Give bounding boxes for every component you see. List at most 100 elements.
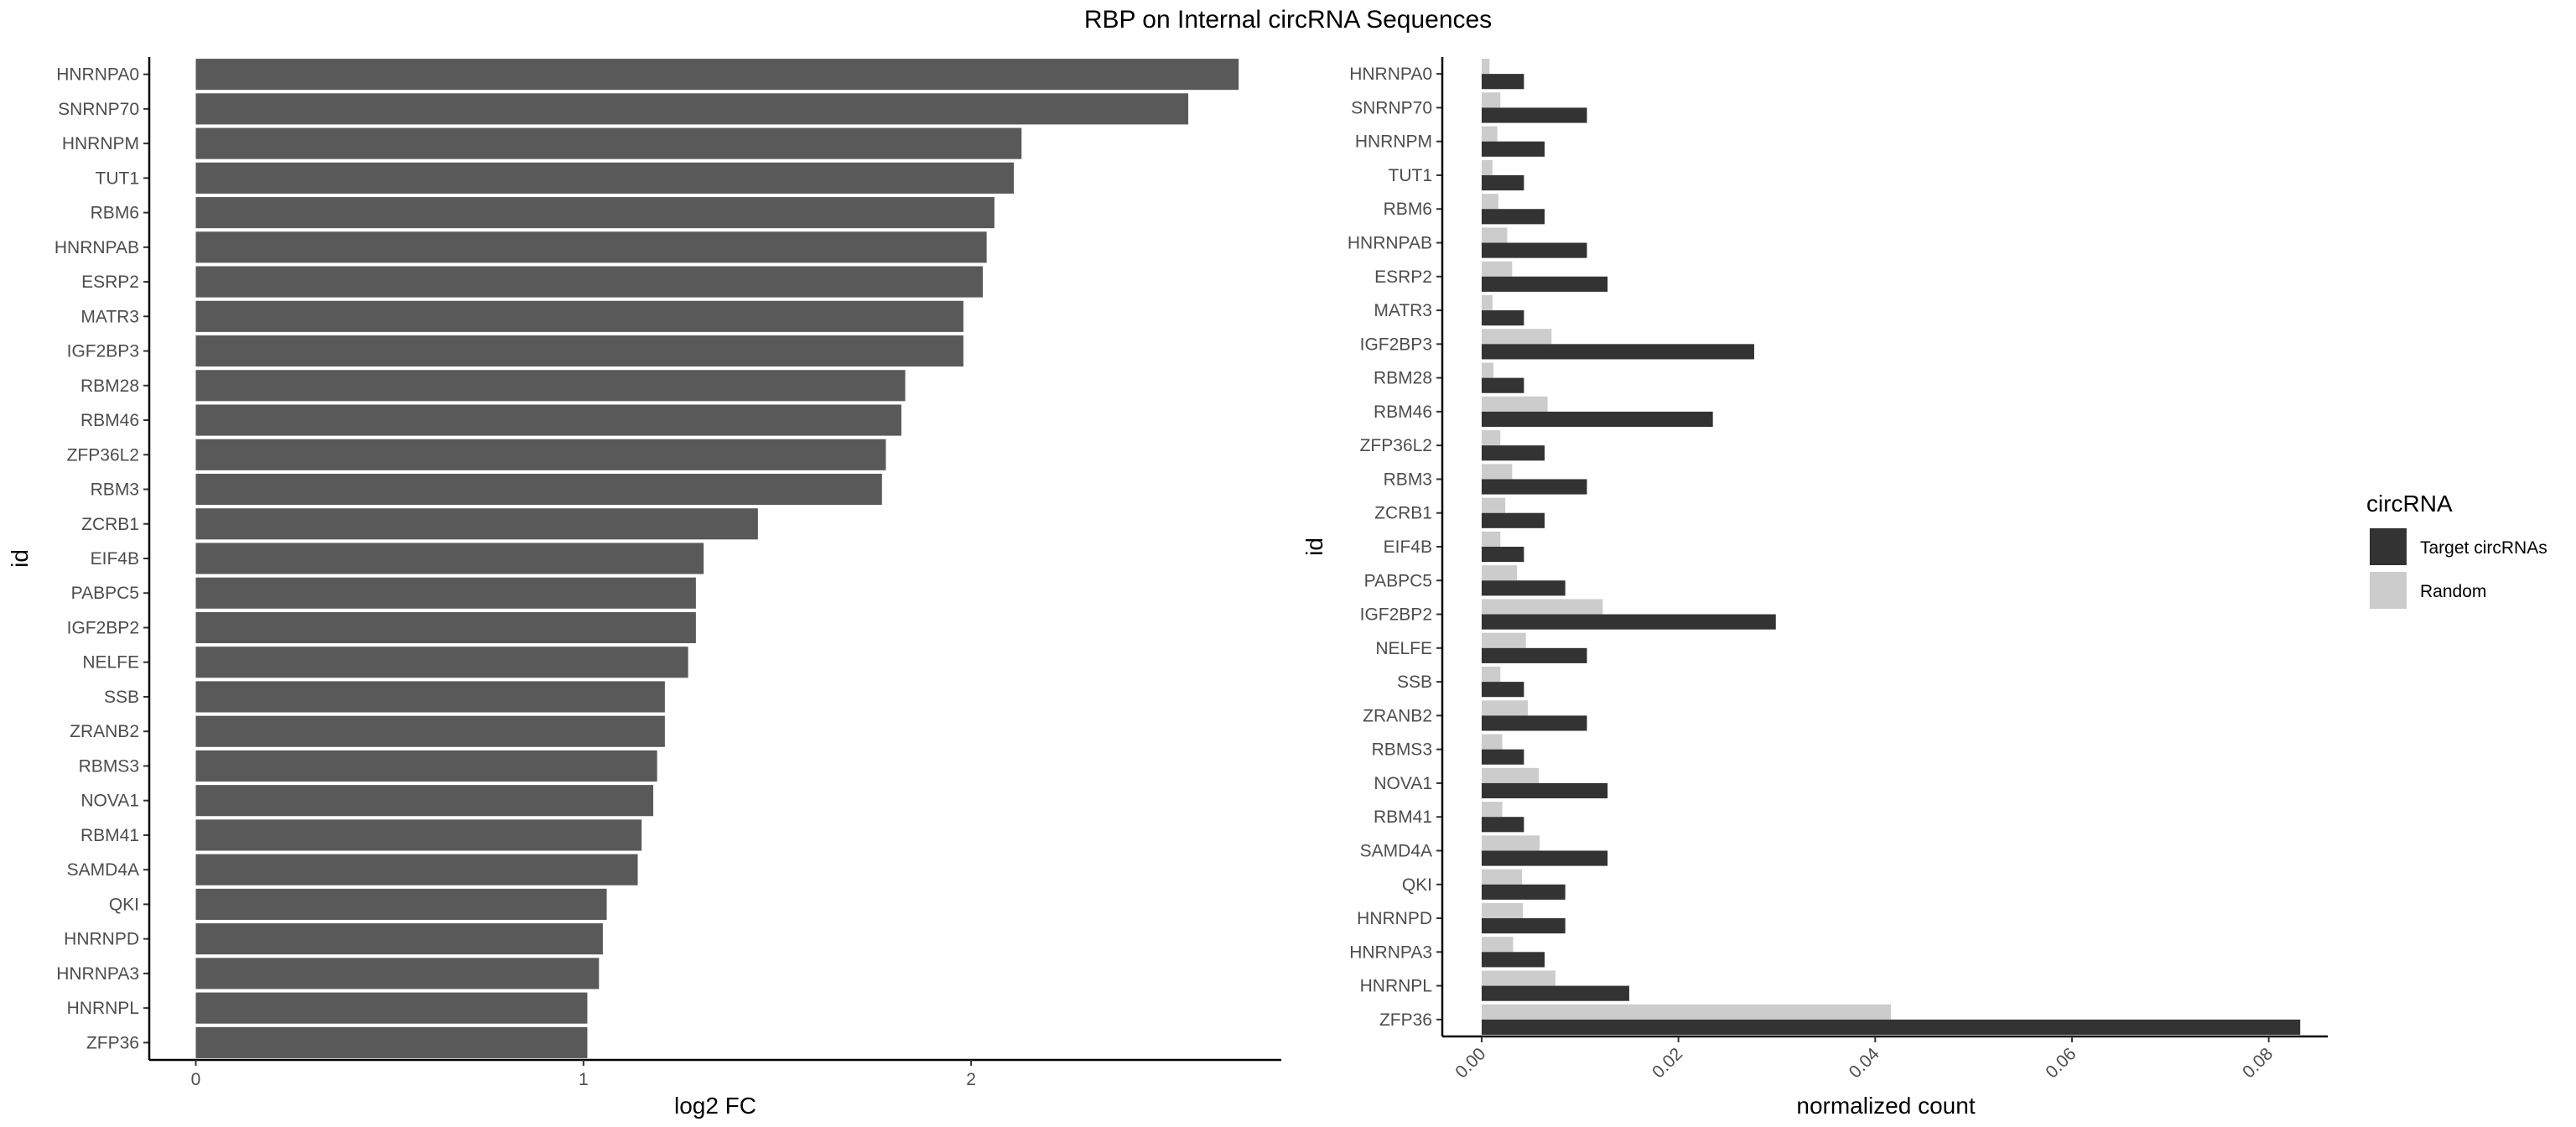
left-y-tick-label: MATR3 [80,307,139,326]
right-x-tick-label: 0.04 [1846,1044,1883,1082]
right-bar-random-eif4b [1481,531,1501,547]
right-bar-random-hnrnpm [1481,126,1498,142]
left-bar-hnrnpm [195,127,1022,159]
left-bar-zfp36l2 [195,439,886,470]
left-bar-tut1 [195,162,1014,194]
left-y-tick-label: PABPC5 [71,584,139,603]
right-bar-random-qki [1481,869,1523,885]
left-bar-qki [195,888,607,920]
right-bar-random-hnrnpab [1481,227,1508,243]
left-y-tick-label: ZRANB2 [70,722,139,741]
right-y-tick-label: HNRNPAB [1348,234,1432,253]
right-y-tick-label: SNRNP70 [1351,98,1432,117]
left-y-tick-label: SNRNP70 [58,100,139,119]
right-bar-target-igf2bp3 [1481,344,1754,360]
right-bar-random-rbm28 [1481,362,1494,378]
right-y-tick-label: RBM41 [1374,808,1432,827]
left-y-axis-title: id [7,549,33,568]
left-y-tick-label: NELFE [82,653,139,673]
right-bar-random-hnrnpl [1481,970,1555,986]
right-bar-random-hnrnpd [1481,902,1524,919]
right-chart-normalized-count: normalized count id HNRNPA0 SNRNP70 HNRNPM… [1301,57,2328,1119]
right-y-tick-label: RBMS3 [1372,740,1432,760]
left-bar-zcrb1 [195,508,758,540]
right-x-axis-title: normalized count [1796,1093,1975,1119]
right-bar-random-pabpc5 [1481,565,1518,581]
left-y-tick-label: ZFP36L2 [67,445,139,465]
left-bar-rbms3 [195,750,657,782]
legend-swatch-random [2370,572,2407,609]
left-y-tick-label: RBM41 [80,826,139,845]
right-y-tick-label: HNRNPD [1357,909,1432,928]
right-y-tick-label: ZFP36 [1379,1010,1432,1030]
right-bar-target-zranb2 [1481,715,1587,731]
left-bar-hnrnpa3 [195,958,600,989]
right-y-tick-label: SAMD4A [1360,841,1432,860]
right-bar-random-nelfe [1481,632,1526,648]
left-bar-zranb2 [195,715,665,747]
right-y-tick-label: HNRNPL [1360,977,1432,996]
legend-label-random: Random [2420,582,2486,601]
right-bar-target-matr3 [1481,310,1524,326]
right-y-axis-title: id [1301,538,1327,556]
legend-title: circRNA [2366,491,2453,517]
left-y-tick-label: RBMS3 [79,756,139,776]
right-y-tick-label: ESRP2 [1374,267,1432,287]
right-bar-target-rbm28 [1481,377,1524,393]
right-y-tick-label: ZCRB1 [1374,504,1432,523]
right-bar-target-tut1 [1481,174,1524,191]
right-bar-random-rbm6 [1481,194,1498,210]
left-bar-zfp36 [195,1026,588,1058]
legend-swatch-target [2370,528,2407,565]
right-bar-random-matr3 [1481,294,1493,311]
right-y-tick-label: ZRANB2 [1363,706,1432,725]
left-y-tick-label: IGF2BP2 [67,618,139,637]
right-y-tick-label: RBM3 [1384,470,1432,489]
left-bar-rbm41 [195,819,642,851]
left-bar-hnrnpl [195,992,588,1024]
left-y-tick-label: HNRNPM [62,134,139,153]
legend-label-target: Target circRNAs [2420,538,2547,558]
left-bar-hnrnpa0 [195,59,1239,91]
left-y-tick-label: QKI [109,895,139,914]
left-bar-eif4b [195,543,704,574]
left-bar-hnrnpab [195,231,987,263]
left-y-tick-label: HNRNPD [64,930,139,949]
right-bar-target-ssb [1481,682,1524,698]
right-bar-target-rbm41 [1481,817,1524,833]
right-bar-target-rbm3 [1481,479,1587,495]
right-y-tick-label: SSB [1397,673,1432,692]
left-bar-hnrnpd [195,923,603,955]
right-bar-target-hnrnpd [1481,918,1566,934]
right-y-tick-label: TUT1 [1389,166,1433,185]
left-y-tick-label: RBM46 [80,411,139,430]
right-y-tick-label: IGF2BP3 [1360,335,1432,354]
right-x-tick-label: 0.02 [1649,1044,1686,1082]
left-bar-igf2bp2 [195,611,696,644]
left-bar-rbm6 [195,197,995,229]
right-bar-target-samd4a [1481,850,1608,866]
right-bar-target-snrnp70 [1481,107,1587,123]
left-y-tick-label: EIF4B [91,549,139,569]
right-bar-target-nelfe [1481,647,1587,663]
right-bar-random-zfp36l2 [1481,430,1501,446]
left-y-tick-label: SSB [104,688,139,707]
right-y-tick-label: EIF4B [1384,538,1432,557]
legend: circRNA Target circRNAs Random [2366,491,2547,609]
right-bar-random-esrp2 [1481,261,1513,277]
right-bar-random-snrnp70 [1481,92,1501,108]
right-bar-target-hnrnpa0 [1481,74,1524,90]
right-y-tick-label: ZFP36L2 [1360,436,1432,455]
figure-title: RBP on Internal circRNA Sequences [1084,6,1492,34]
right-bar-random-ssb [1481,666,1501,683]
left-bar-esrp2 [195,266,984,298]
right-bar-random-igf2bp3 [1481,329,1552,345]
right-bar-random-hnrnpa3 [1481,937,1514,953]
right-y-tick-label: QKI [1402,875,1432,895]
right-y-tick-label: NOVA1 [1374,774,1432,793]
right-bar-random-tut1 [1481,159,1493,175]
left-x-tick-label: 2 [966,1070,976,1089]
left-x-tick-label: 1 [579,1070,589,1089]
left-y-tick-label: HNRNPA0 [56,65,139,85]
